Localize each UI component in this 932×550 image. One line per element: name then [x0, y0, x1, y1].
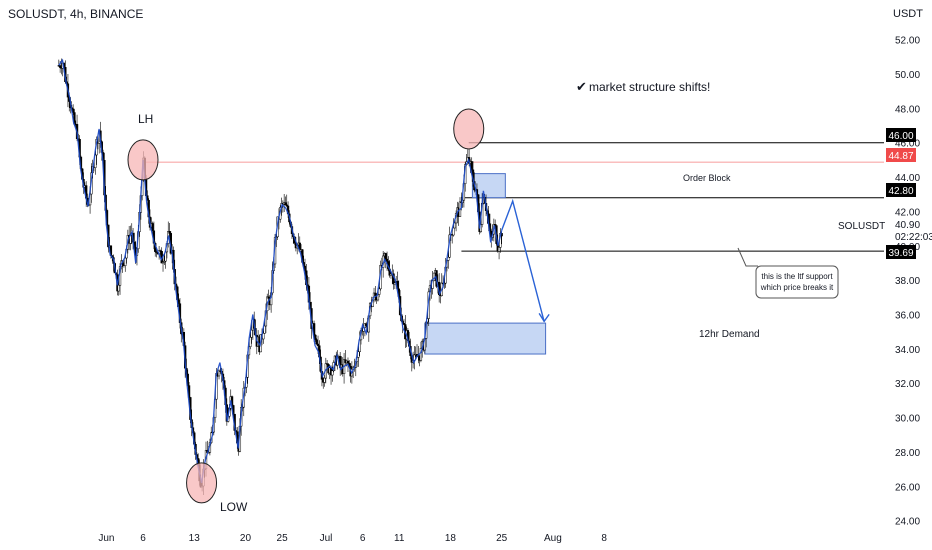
last-price-countdown: 02:22:03: [895, 232, 932, 243]
y-tick-label: 26.00: [895, 482, 920, 493]
price-badge-3969: 39.69: [886, 245, 916, 259]
x-tick-label: 8: [601, 533, 607, 544]
price-badge-46-bg: [886, 128, 916, 142]
candle-down: [470, 161, 473, 171]
projection-arrowhead: [538, 313, 550, 323]
x-tick-label: 13: [189, 533, 201, 544]
candle-up: [452, 227, 455, 236]
candle-down: [385, 258, 389, 262]
note-pointer: [737, 247, 758, 267]
candle-down: [314, 334, 317, 340]
price-badge-4280: 42.80: [886, 183, 916, 197]
y-tick-label: 36.00: [895, 311, 920, 322]
price-badge-3969-text: 39.69: [888, 248, 913, 259]
axes-layer: 52.0050.0048.0046.0044.0042.0040.0038.00…: [98, 36, 920, 544]
projection-arrow: [501, 198, 545, 322]
price-badge-current: 44.87: [886, 148, 916, 162]
candle-down: [402, 323, 406, 325]
price-badge-46-text: 46.00: [888, 131, 913, 142]
candle-down: [315, 339, 318, 345]
candle-down: [374, 292, 377, 297]
y-tick-label: 34.00: [895, 345, 920, 356]
last-price-value: 40.90: [895, 220, 920, 231]
candle-up: [217, 370, 221, 377]
level-lines-layer: [143, 142, 884, 252]
x-tick-label: 6: [360, 533, 366, 544]
x-tick-label: 25: [277, 533, 289, 544]
candle-up: [163, 260, 166, 263]
candle-down: [325, 363, 329, 365]
x-tick-label: 18: [445, 533, 457, 544]
candle-down: [494, 224, 497, 226]
checkmark-icon: ✔: [576, 79, 587, 94]
demand-label: 12hr Demand: [699, 329, 760, 340]
y-tick-label: 48.00: [895, 104, 920, 115]
annotations-layer: [127, 108, 550, 504]
candle-up: [250, 329, 253, 338]
y-tick-label: 44.00: [895, 173, 920, 184]
demand-zone: [424, 322, 547, 355]
y-tick-label: 52.00: [895, 36, 920, 47]
y-tick-label: 32.00: [895, 379, 920, 390]
candle-down: [284, 202, 287, 206]
y-tick-label: 38.00: [895, 276, 920, 287]
candle-down: [384, 253, 387, 260]
candle-up: [323, 377, 326, 383]
price-badge-current-text: 44.87: [888, 151, 913, 162]
x-tick-label: Jul: [320, 533, 333, 544]
price-badge-46: 46.00: [886, 128, 916, 142]
price-badge-3969-bg: [886, 245, 916, 259]
y-tick-label: 46.00: [895, 139, 920, 150]
candle-up: [453, 222, 456, 229]
note-line-1: this is the ltf support: [761, 272, 833, 281]
note-line-2: which price breaks it: [760, 283, 834, 292]
candle-down: [285, 204, 288, 207]
candle-up: [161, 261, 165, 264]
price-badge-4280-bg: [886, 183, 916, 197]
structure-shift-circle: [453, 108, 485, 150]
y-tick-label: 42.00: [895, 207, 920, 218]
candle-down: [151, 223, 154, 232]
candle-up: [331, 370, 334, 376]
candle-down: [168, 231, 171, 234]
candle-up: [419, 348, 423, 361]
y-tick-label: 50.00: [895, 70, 920, 81]
order-block-label: Order Block: [683, 173, 731, 183]
price-badge-current-bg: [886, 148, 916, 162]
candle-down: [58, 65, 62, 68]
note-box: [755, 265, 839, 299]
lh-circle: [127, 139, 159, 181]
note-callout: this is the ltf support which price brea…: [737, 247, 839, 299]
x-tick-label: 11: [394, 533, 405, 544]
candle-down: [346, 360, 350, 364]
x-tick-label: 20: [240, 533, 252, 544]
candle-up: [263, 325, 266, 334]
x-tick-label: 25: [496, 533, 508, 544]
lh-label: LH: [138, 112, 153, 126]
price-badge-4280-text: 42.80: [888, 186, 913, 197]
trend-line-layer: [58, 58, 503, 484]
low-circle: [186, 462, 218, 504]
x-tick-label: Jun: [98, 533, 114, 544]
y-tick-label: 28.00: [895, 448, 920, 459]
last-price-symbol: SOLUSDT: [838, 221, 885, 232]
candle-down: [316, 343, 320, 346]
candle-down: [267, 296, 270, 299]
x-tick-label: Aug: [544, 533, 562, 544]
candle-up: [117, 285, 120, 292]
currency-label: USDT: [893, 8, 923, 20]
y-tick-label: 24.00: [895, 517, 920, 528]
chart-title: SOLUSDT, 4h, BINANCE: [8, 7, 143, 21]
low-label: LOW: [220, 500, 248, 514]
x-tick-label: 6: [140, 533, 146, 544]
market-structure-label: market structure shifts!: [589, 80, 710, 94]
y-tick-label: 30.00: [895, 414, 920, 425]
price-trend-line: [58, 58, 503, 484]
zones-layer: [424, 173, 547, 355]
candle-up: [497, 247, 501, 252]
